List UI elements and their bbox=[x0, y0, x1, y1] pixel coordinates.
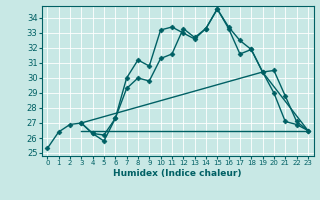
X-axis label: Humidex (Indice chaleur): Humidex (Indice chaleur) bbox=[113, 169, 242, 178]
